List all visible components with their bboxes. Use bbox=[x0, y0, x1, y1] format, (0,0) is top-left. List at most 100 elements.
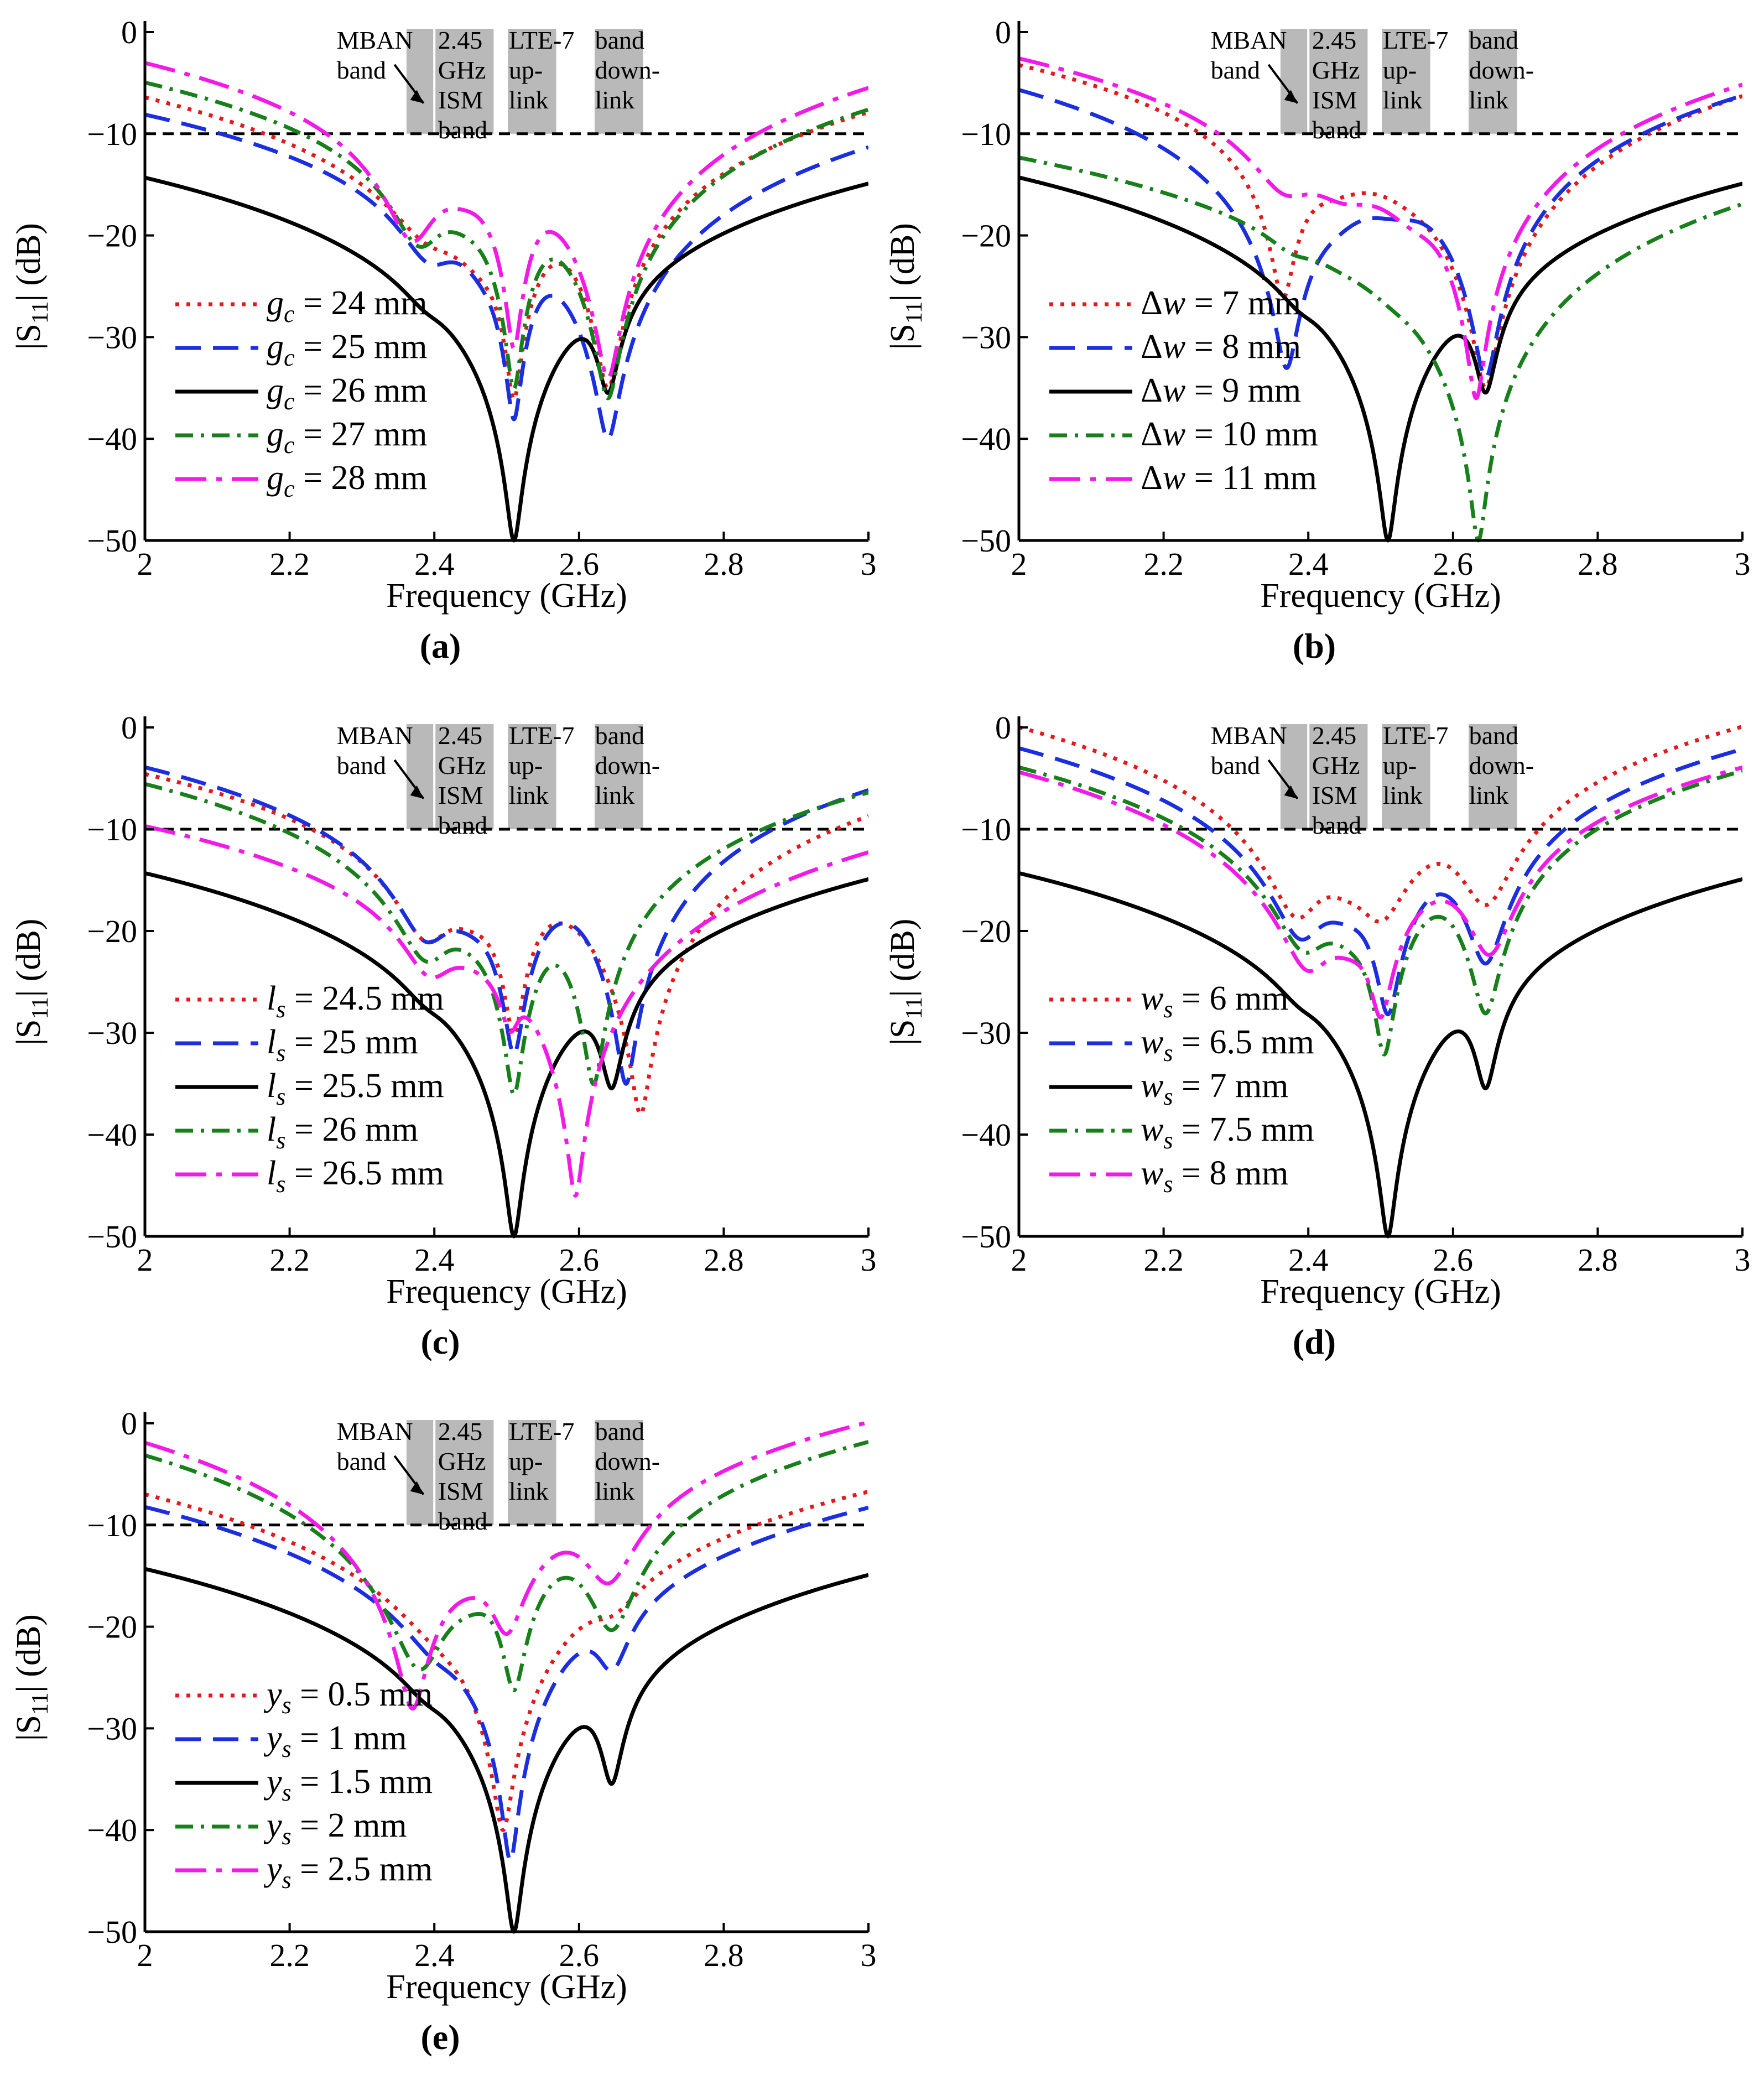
band-region bbox=[594, 1420, 643, 1525]
x-tick-label: 3 bbox=[861, 546, 877, 582]
band-region bbox=[508, 29, 556, 134]
series-line bbox=[1019, 155, 1742, 543]
band-region bbox=[508, 1420, 556, 1525]
band-label: LTE-7 up-link bbox=[509, 26, 574, 114]
x-tick-label: 2.6 bbox=[559, 1937, 600, 1973]
series-line bbox=[145, 61, 868, 380]
x-tick-label: 2.6 bbox=[559, 1242, 600, 1278]
x-tick-label: 2 bbox=[137, 1242, 153, 1278]
series-line bbox=[1019, 746, 1742, 1017]
series-line bbox=[1019, 56, 1742, 401]
band-label: band down-link bbox=[1469, 721, 1534, 809]
x-tick-label: 2.6 bbox=[559, 546, 600, 582]
band-label: band down-link bbox=[595, 721, 660, 809]
y-tick-label: −40 bbox=[961, 1117, 1011, 1153]
y-tick-label: −20 bbox=[961, 913, 1011, 949]
legend-entry: ws = 7.5 mm bbox=[1141, 1111, 1314, 1154]
legend-entry: ws = 8 mm bbox=[1141, 1154, 1288, 1198]
y-tick-label: −30 bbox=[87, 1015, 137, 1051]
x-tick-label: 2.4 bbox=[414, 1242, 455, 1278]
y-tick-label: −20 bbox=[87, 1609, 137, 1645]
x-tick-label: 3 bbox=[861, 1937, 877, 1973]
x-tick-label: 2.8 bbox=[704, 1937, 744, 1973]
x-tick-label: 2 bbox=[137, 546, 153, 582]
legend-entry: ls = 26.5 mm bbox=[267, 1154, 444, 1198]
x-tick-label: 3 bbox=[1735, 1242, 1751, 1278]
series-line bbox=[145, 1567, 868, 1934]
band-region bbox=[1468, 29, 1517, 134]
x-axis-label: Frequency (GHz) bbox=[386, 1968, 627, 2006]
series-line bbox=[145, 772, 868, 1116]
band-region bbox=[594, 724, 643, 829]
band-label: 2.45 GHz ISM band bbox=[1312, 26, 1361, 144]
legend-entry: ls = 26 mm bbox=[267, 1111, 418, 1154]
x-axis-label: Frequency (GHz) bbox=[1260, 577, 1501, 615]
band-label: MBAN band bbox=[337, 1417, 413, 1475]
y-tick-label: −20 bbox=[961, 218, 1011, 254]
legend-entry: gc = 28 mm bbox=[267, 459, 427, 502]
y-tick-label: −40 bbox=[87, 1117, 137, 1153]
x-tick-label: 2 bbox=[1011, 1242, 1027, 1278]
series-line bbox=[1019, 871, 1742, 1239]
mban-arrowhead bbox=[1284, 785, 1298, 799]
x-axis-label: Frequency (GHz) bbox=[1260, 1273, 1501, 1310]
x-axis-label: Frequency (GHz) bbox=[386, 1273, 627, 1310]
legend-entry: ws = 7 mm bbox=[1141, 1067, 1288, 1110]
series-line bbox=[1019, 175, 1742, 543]
band-label: band down-link bbox=[595, 1417, 660, 1505]
band-region bbox=[435, 1420, 494, 1525]
series-line bbox=[145, 824, 868, 1198]
panel-label: (b) bbox=[1293, 626, 1336, 665]
x-tick-label: 2.8 bbox=[1578, 546, 1618, 582]
x-tick-label: 2.2 bbox=[1143, 1242, 1184, 1278]
y-tick-label: 0 bbox=[995, 14, 1011, 50]
band-region bbox=[435, 724, 494, 829]
legend-entry: ys = 2.5 mm bbox=[263, 1850, 433, 1894]
y-tick-label: −20 bbox=[87, 913, 137, 949]
legend-entry: ys = 2 mm bbox=[263, 1807, 407, 1850]
x-tick-label: 2.4 bbox=[1288, 546, 1329, 582]
x-tick-label: 3 bbox=[861, 1242, 877, 1278]
x-tick-label: 2.8 bbox=[704, 1242, 744, 1278]
y-tick-label: 0 bbox=[995, 710, 1011, 746]
chart-panel: MBAN band 2.45 GHz ISM band LTE-7 up-link band do… bbox=[884, 710, 1751, 1361]
y-tick-label: −40 bbox=[87, 421, 137, 457]
y-tick-label: −10 bbox=[87, 116, 137, 152]
band-region bbox=[406, 1420, 434, 1525]
series-line bbox=[145, 782, 868, 1096]
band-label: MBAN band bbox=[337, 721, 413, 779]
band-region bbox=[1468, 724, 1517, 829]
band-region bbox=[508, 724, 556, 829]
x-tick-label: 2.6 bbox=[1433, 1242, 1474, 1278]
y-tick-label: −30 bbox=[961, 1015, 1011, 1051]
band-label: 2.45 GHz ISM band bbox=[438, 721, 487, 839]
chart-panel: MBAN band 2.45 GHz ISM band LTE-7 up-link band do… bbox=[10, 1406, 877, 2057]
band-region bbox=[1280, 29, 1308, 134]
y-tick-label: −50 bbox=[87, 1219, 137, 1255]
band-region bbox=[1309, 29, 1368, 134]
band-label: LTE-7 up-link bbox=[1383, 721, 1448, 809]
x-tick-label: 2.2 bbox=[269, 546, 310, 582]
y-tick-label: −50 bbox=[87, 1914, 137, 1950]
series-line bbox=[145, 1421, 868, 1711]
legend-entry: ls = 25.5 mm bbox=[267, 1067, 444, 1110]
legend-entry: gc = 24 mm bbox=[267, 284, 427, 327]
y-tick-label: −10 bbox=[87, 1507, 137, 1543]
legend-entry: gc = 26 mm bbox=[267, 372, 427, 415]
band-label: 2.45 GHz ISM band bbox=[1312, 721, 1361, 839]
band-region bbox=[435, 29, 494, 134]
series-line bbox=[1019, 765, 1742, 1020]
band-region bbox=[1382, 29, 1430, 134]
chart-panel: MBAN band 2.45 GHz ISM band LTE-7 up-link band do… bbox=[10, 710, 877, 1361]
y-tick-label: −10 bbox=[961, 812, 1011, 847]
series-line bbox=[145, 1505, 868, 1863]
mban-arrowhead bbox=[410, 1481, 424, 1495]
legend-entry: Δw = 7 mm bbox=[1141, 284, 1301, 322]
legend-entry: ys = 0.5 mm bbox=[263, 1676, 433, 1719]
series-line bbox=[145, 1490, 868, 1832]
band-region bbox=[1309, 724, 1368, 829]
x-axis-label: Frequency (GHz) bbox=[386, 577, 627, 615]
panel-label: (d) bbox=[1293, 1322, 1336, 1361]
y-tick-label: −30 bbox=[87, 1710, 137, 1746]
